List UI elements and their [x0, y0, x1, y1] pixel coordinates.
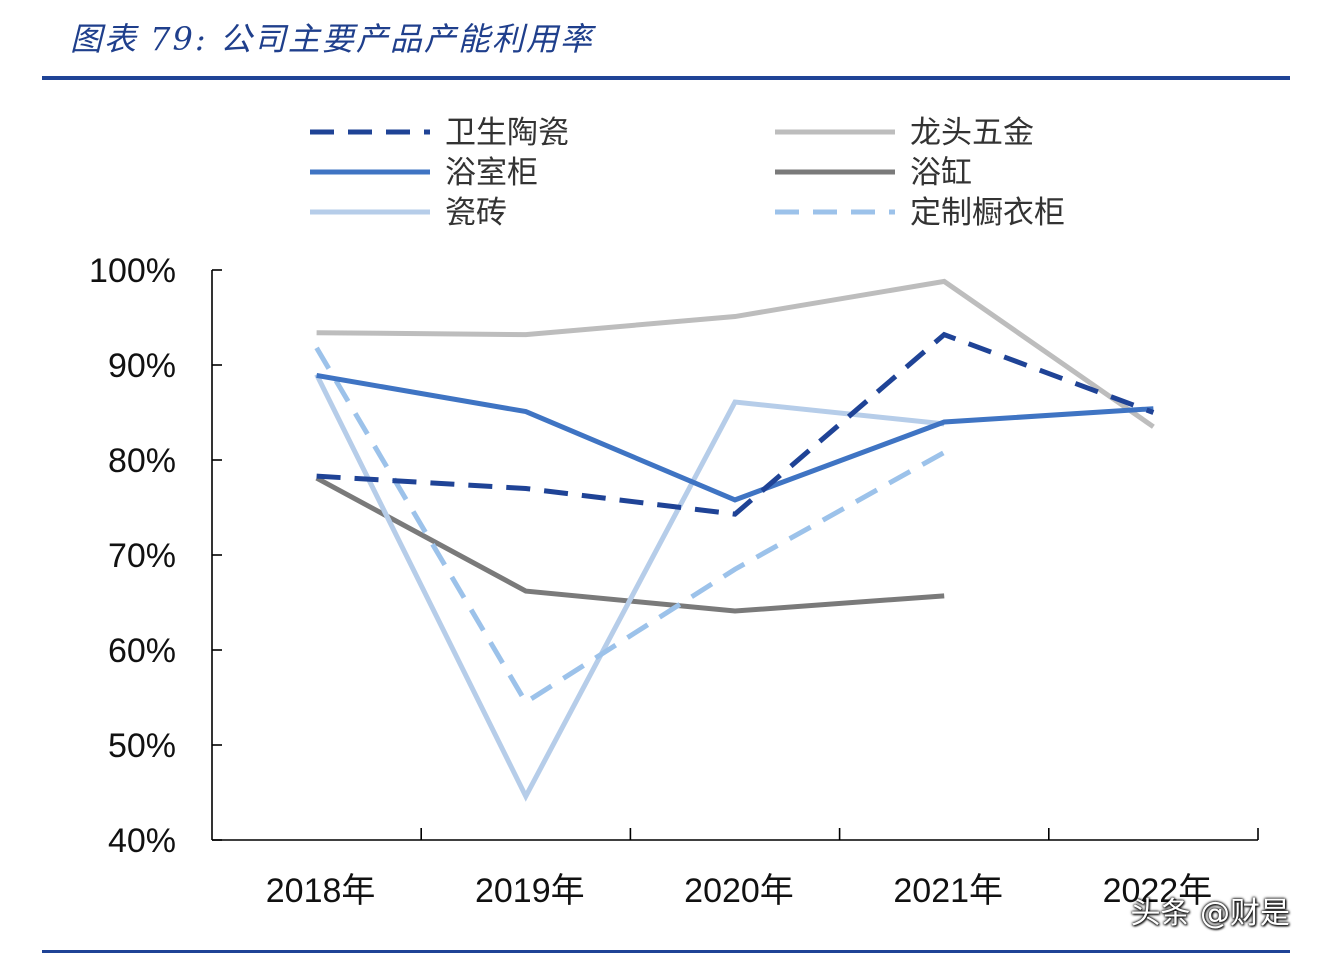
y-tick-label: 100% — [89, 252, 176, 290]
top-rule — [42, 76, 1290, 80]
y-tick-label: 90% — [108, 347, 176, 385]
y-tick-label: 50% — [108, 727, 176, 765]
y-tick-label: 60% — [108, 632, 176, 670]
x-tick-label: 2021年 — [893, 872, 1003, 910]
axes: 40% 50% 60% 70% 80% 90% 100% 2018年 2019年 2020年 202… — [89, 252, 1259, 910]
series-line-1 — [316, 331, 1155, 517]
x-tick-label: 2019年 — [475, 872, 585, 910]
figure-title: 图表 79: 公司主要产品产能利用率 — [70, 20, 594, 58]
y-tick-label: 40% — [108, 822, 176, 860]
series-line-5 — [314, 373, 945, 802]
legend-label: 瓷砖 — [445, 195, 507, 231]
series-line-6 — [314, 346, 946, 706]
series-line-3 — [316, 372, 1154, 503]
legend-label: 浴缸 — [910, 155, 972, 191]
bottom-rule — [42, 950, 1290, 953]
legend-label: 定制橱衣柜 — [910, 195, 1065, 231]
series-lines — [314, 278, 1155, 802]
y-tick-label: 80% — [108, 442, 176, 480]
x-tick-label: 2022年 — [1103, 872, 1213, 910]
watermark: 头条 @财是 — [1130, 896, 1290, 931]
series-line-4 — [315, 475, 945, 614]
legend-label: 卫生陶瓷 — [445, 115, 569, 151]
y-tick-label: 70% — [108, 537, 176, 575]
legend-label: 龙头五金 — [910, 115, 1034, 151]
x-tick-label: 2020年 — [684, 872, 794, 910]
x-tick-label: 2018年 — [266, 872, 376, 910]
legend-label: 浴室柜 — [445, 155, 538, 191]
series-line-2 — [316, 278, 1155, 429]
